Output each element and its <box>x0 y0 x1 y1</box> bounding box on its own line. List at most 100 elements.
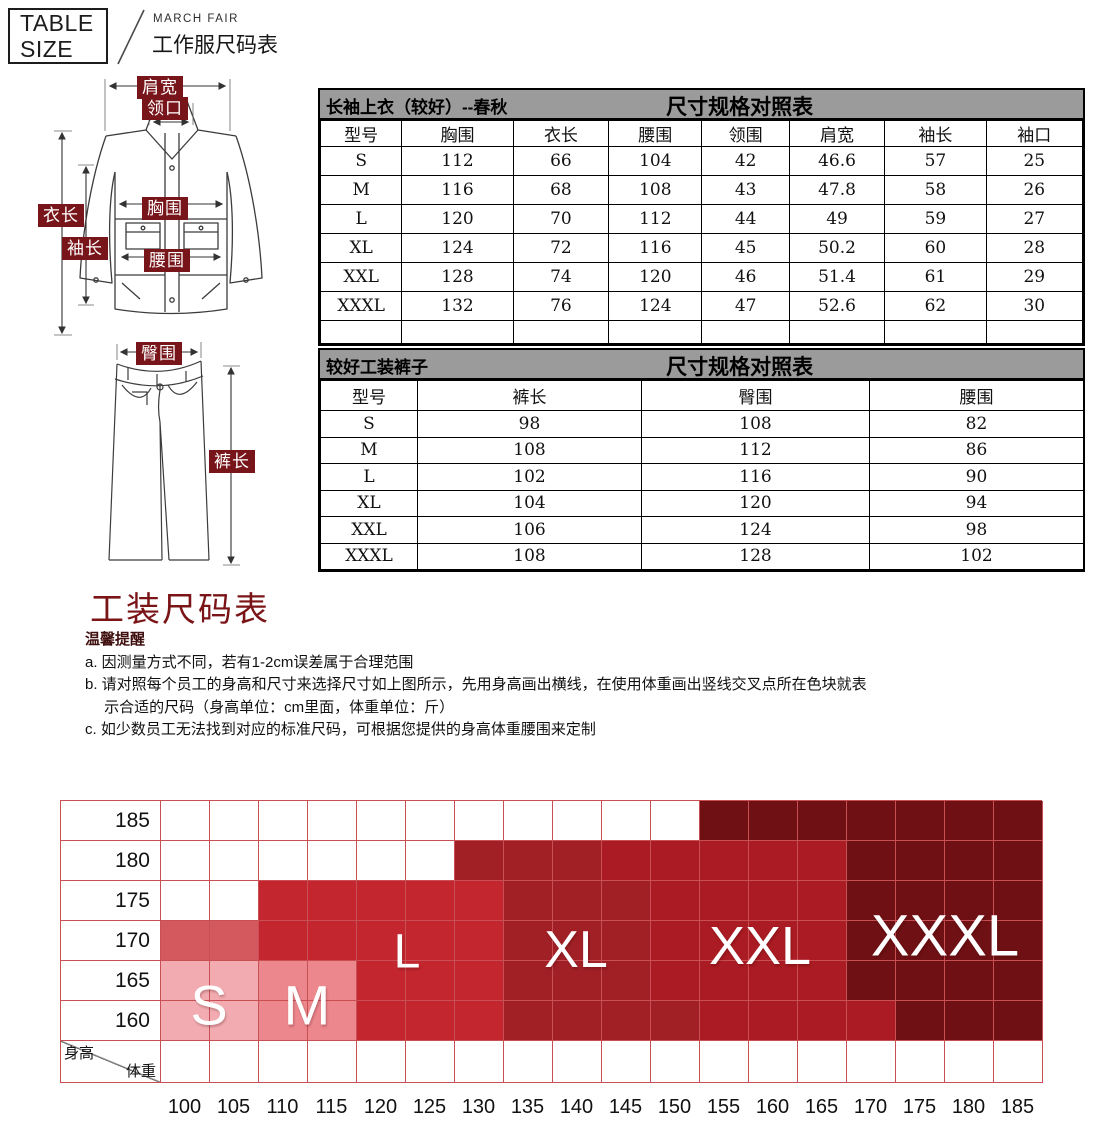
table-cell <box>512 320 610 344</box>
chart-cell <box>406 881 455 921</box>
chart-cell <box>896 881 945 921</box>
pants-diagram <box>108 342 240 566</box>
table-cell: 104 <box>417 489 642 517</box>
table-cell: 128 <box>641 542 870 570</box>
pants-size-table: 型号 裤长 臀围 腰围 S 98 108 82 M 108 112 86 L 102 116 90 XL 104… <box>320 380 1084 570</box>
chart-cell <box>700 801 749 841</box>
table-cell: 42 <box>701 146 790 176</box>
chart-cell <box>700 1001 749 1041</box>
chart-cell <box>651 961 700 1001</box>
table-cell: 104 <box>608 146 703 176</box>
brand-text: MARCH FAIR <box>153 13 239 25</box>
table-cell: 68 <box>512 175 610 205</box>
chart-cell <box>651 921 700 961</box>
table-cell <box>319 320 403 344</box>
chart-cell <box>259 801 308 841</box>
chart-cell <box>504 961 553 1001</box>
table-cell: S <box>320 410 418 438</box>
table-cell: 45 <box>701 233 790 263</box>
axis-corner-cell: 身高 体重 <box>61 1041 161 1083</box>
chart-cell <box>798 961 847 1001</box>
pants-table-title: 较好工装裤子 <box>326 358 428 377</box>
table-cell: 66 <box>512 146 610 176</box>
table-cell: 76 <box>512 291 610 321</box>
chart-cell <box>798 1001 847 1041</box>
table-cell: 57 <box>884 146 987 176</box>
chart-cell <box>455 1001 504 1041</box>
column-header: 胸围 <box>401 120 514 147</box>
measure-chip-chest: 胸围 <box>142 197 188 220</box>
y-tick: 185 <box>61 801 161 841</box>
measure-chip-collar: 领口 <box>142 97 188 120</box>
chart-cell <box>259 841 308 881</box>
chart-cell <box>504 1041 553 1083</box>
chart-cell <box>504 881 553 921</box>
chart-cell <box>357 1001 406 1041</box>
chart-cell <box>161 881 210 921</box>
chart-cell <box>945 961 994 1001</box>
table-cell: 108 <box>608 175 703 205</box>
y-tick: 180 <box>61 841 161 881</box>
table-cell: XXL <box>320 516 418 544</box>
chart-cell <box>161 961 210 1001</box>
chart-cell <box>357 801 406 841</box>
table-cell: 112 <box>608 204 703 234</box>
column-header: 型号 <box>320 380 418 411</box>
chart-cell <box>651 881 700 921</box>
pants-table-header-bar: 较好工装裤子 尺寸规格对照表 <box>320 350 1083 380</box>
chart-cell <box>455 921 504 961</box>
chart-cell <box>455 961 504 1001</box>
chart-cell <box>553 1041 602 1083</box>
table-cell: 124 <box>641 516 870 544</box>
table-cell: S <box>319 146 403 176</box>
table-cell: 28 <box>985 233 1084 263</box>
chart-cell <box>308 1041 357 1083</box>
table-cell: 82 <box>869 410 1084 438</box>
jacket-table-title: 长袖上衣（较好）--春秋 <box>326 98 508 117</box>
table-row: M 116 68 108 43 47.8 58 26 <box>319 175 1084 205</box>
weight-axis-ticks: 100 105 110 115 120 125 130 135 140 145 150 155 160 1… <box>160 1096 1042 1119</box>
table-cell: 44 <box>701 204 790 234</box>
measure-chip-sleeve: 袖长 <box>62 237 108 260</box>
table-row: L 120 70 112 44 49 59 27 <box>319 204 1084 234</box>
x-tick: 140 <box>559 1096 594 1118</box>
x-tick: 165 <box>804 1096 839 1118</box>
x-tick: 150 <box>657 1096 692 1118</box>
table-row: XL 124 72 116 45 50.2 60 28 <box>319 233 1084 263</box>
chart-cell <box>406 801 455 841</box>
table-row <box>319 320 1084 344</box>
pants-line-art <box>108 360 210 561</box>
table-cell: 124 <box>608 291 703 321</box>
table-cell: XXL <box>319 262 403 292</box>
chart-cell <box>161 1001 210 1041</box>
table-cell: 116 <box>641 463 870 491</box>
table-cell: XXXL <box>319 291 403 321</box>
table-cell: M <box>320 436 418 464</box>
chart-cell <box>259 1001 308 1041</box>
table-cell: 49 <box>788 204 886 234</box>
table-cell: 112 <box>401 146 514 176</box>
jacket-table-header-bar: 长袖上衣（较好）--春秋 尺寸规格对照表 <box>320 90 1083 120</box>
note-line-c: c. 如少数员工无法找到对应的标准尺码，可根据您提供的身高体重腰围来定制 <box>85 721 596 738</box>
y-tick: 170 <box>61 921 161 961</box>
chart-cell <box>602 921 651 961</box>
column-header: 臀围 <box>641 380 870 411</box>
note-line-b: b. 请对照每个员工的身高和尺寸来选择尺寸如上图所示，先用身高画出横线，在使用体… <box>85 676 867 693</box>
x-tick: 130 <box>461 1096 496 1118</box>
chart-cell <box>700 841 749 881</box>
chart-cell <box>455 1041 504 1083</box>
chart-cell <box>896 1001 945 1041</box>
y-tick: 175 <box>61 881 161 921</box>
table-cell: 43 <box>701 175 790 205</box>
chart-cell <box>406 1041 455 1083</box>
chart-cell <box>994 881 1043 921</box>
jacket-table-column-row: 型号 胸围 衣长 腰围 领围 肩宽 袖长 袖口 <box>319 120 1084 147</box>
x-tick: 185 <box>1000 1096 1035 1118</box>
table-cell: 128 <box>401 262 514 292</box>
x-tick: 135 <box>510 1096 545 1118</box>
chart-cell <box>161 801 210 841</box>
table-cell: 52.6 <box>788 291 886 321</box>
column-header: 裤长 <box>417 380 642 411</box>
chart-cell <box>651 1041 700 1083</box>
x-tick: 175 <box>902 1096 937 1118</box>
